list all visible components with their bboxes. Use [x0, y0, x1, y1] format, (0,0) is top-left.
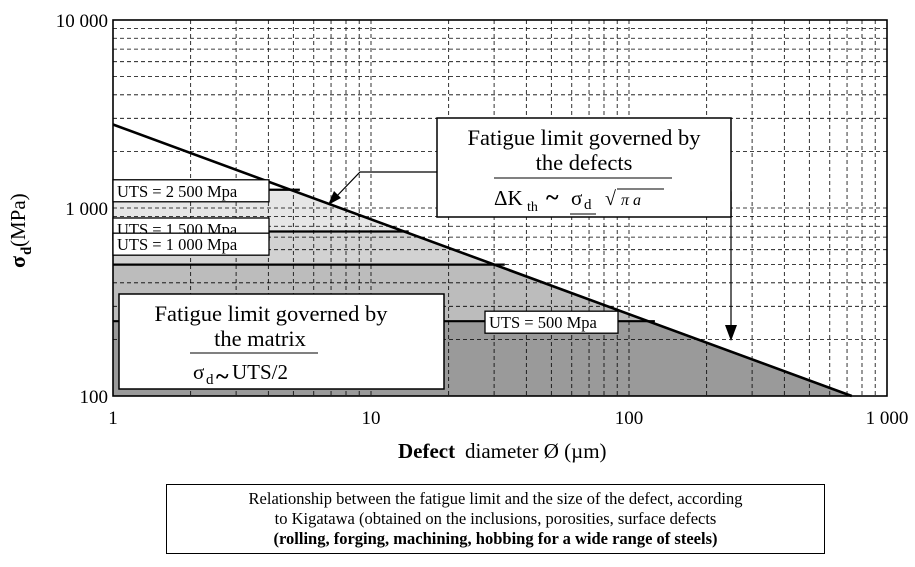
uts-label-2: UTS = 1 000 Mpa [117, 235, 238, 254]
uts-label-box-2 [112, 232, 270, 256]
y-axis-sigma: σ [5, 256, 30, 268]
x-axis-label: diameter Ø (µm) [465, 439, 607, 463]
matrix-uts-half: UTS/2 [232, 360, 288, 384]
formula-sim: ~ [546, 185, 559, 211]
x-tick-3: 1 000 [866, 408, 909, 429]
caption-box: Relationship between the fatigue limit a… [166, 484, 825, 554]
x-tick-labels: 1 10 100 1 000 [108, 408, 908, 429]
defects-arrowhead-1 [328, 191, 341, 205]
defects-annotation: Fatigue limit governed by the defects ΔK… [328, 117, 737, 341]
y-axis-sigma-sub: d [19, 246, 35, 255]
grid-lines [113, 20, 887, 396]
x-tick-1: 10 [362, 408, 381, 429]
defects-line-2: the defects [536, 150, 633, 175]
matrix-line-1: Fatigue limit governed by [154, 301, 388, 326]
uts-label-0: UTS = 2 500 Mpa [117, 182, 238, 201]
uts-label-3: UTS = 500 Mpa [489, 313, 598, 332]
fatigue-boundary-line [112, 123, 853, 398]
uts-label-box-3 [484, 310, 619, 334]
formula-th-subscript: th [527, 200, 538, 215]
y-axis-label: σ d (MPa) [5, 193, 35, 268]
matrix-sim: ~ [216, 364, 229, 390]
formula-delta-k: ΔK [494, 186, 523, 210]
defects-arrowhead-2 [725, 325, 737, 341]
matrix-sigma-sub: d [206, 372, 214, 388]
caption-line-3: (rolling, forging, machining, hobbing fo… [273, 529, 718, 548]
y-tick-2: 10 000 [56, 11, 108, 32]
formula-pi-a: π a [621, 192, 641, 209]
matrix-line-2: the matrix [214, 326, 306, 351]
x-tick-0: 1 [108, 408, 118, 429]
y-tick-0: 100 [80, 387, 109, 408]
y-tick-1: 1 000 [65, 199, 108, 220]
matrix-annotation: Fatigue limit governed by the matrix σ d… [118, 293, 445, 390]
caption-line-2: to Kigatawa (obtained on the inclusions,… [274, 509, 717, 528]
formula-sqrt: √ [605, 188, 616, 210]
x-axis-label-bold: Defect [398, 439, 455, 463]
defects-arrow-line-1 [334, 171, 437, 199]
y-tick-labels: 100 1 000 10 000 [56, 11, 108, 408]
formula-sigma: σ [571, 186, 582, 210]
caption-line-1: Relationship between the fatigue limit a… [248, 489, 743, 508]
uts-label-box-0 [112, 179, 270, 203]
defects-annotation-box [436, 117, 732, 218]
matrix-annotation-box [118, 293, 445, 390]
y-axis-unit: (MPa) [6, 193, 30, 247]
x-tick-2: 100 [615, 408, 644, 429]
formula-sigma-sub: d [584, 197, 592, 213]
defects-line-1: Fatigue limit governed by [467, 125, 701, 150]
plot-frame [112, 19, 888, 397]
matrix-sigma: σ [193, 360, 204, 384]
